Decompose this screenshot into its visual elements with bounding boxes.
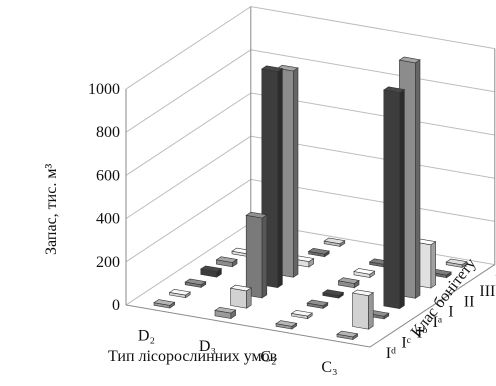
- gridline: [125, 135, 495, 220]
- bar: [321, 289, 345, 299]
- x-axis-title: Тип лісорослинних умов: [108, 348, 278, 365]
- x-category-label: D₂: [138, 327, 155, 344]
- bar: [214, 306, 237, 320]
- bar: [215, 256, 238, 268]
- y-tick-label: 1000: [88, 81, 120, 98]
- depth-category-label: Iᵃ: [433, 314, 443, 331]
- y-tick-label: 800: [96, 124, 120, 141]
- y-axis-title: Запас, тис. м³: [43, 164, 60, 255]
- bar: [229, 284, 253, 309]
- y-tick-label: 200: [96, 254, 120, 271]
- bar: [184, 278, 207, 288]
- gridline: [125, 178, 495, 263]
- gridline: [125, 6, 495, 90]
- bar: [353, 268, 376, 279]
- bar: [306, 299, 329, 309]
- gridline: [125, 92, 495, 176]
- bar: [337, 277, 360, 289]
- bar: [290, 309, 314, 320]
- y-tick-label: 600: [96, 167, 120, 184]
- depth-category-label: Iᵇ: [417, 324, 427, 341]
- bar: [336, 330, 359, 341]
- depth-category-label: Iᵈ: [386, 345, 396, 362]
- chart-bars: [153, 56, 468, 341]
- depth-category-label: III: [479, 283, 495, 300]
- bar: [323, 237, 346, 247]
- y-tick-label: 400: [96, 211, 120, 228]
- x-category-label: C₃: [321, 359, 337, 376]
- bar: [168, 288, 192, 299]
- chart-labels: 02004006008001000D₂D₃C₂C₃IᵈIᶜIᵇIᵃIIIIIII…: [88, 81, 496, 376]
- depth-category-label: I: [448, 304, 453, 321]
- bar: [382, 86, 406, 310]
- floor-edge: [125, 264, 496, 348]
- bar: [275, 320, 298, 330]
- bar: [199, 265, 223, 278]
- bar: [445, 258, 468, 268]
- x-category-label: D₃: [199, 338, 216, 355]
- depth-category-label: Iᶜ: [401, 335, 410, 352]
- chart-gridlines: [125, 6, 496, 348]
- bar: [307, 247, 331, 258]
- depth-category-label: II: [464, 293, 475, 310]
- bar: [153, 299, 176, 309]
- bar: [351, 289, 375, 330]
- y-tick-label: 0: [112, 297, 120, 314]
- x-category-label: C₂: [260, 348, 276, 365]
- bar: [245, 211, 268, 299]
- gridline: [125, 49, 495, 133]
